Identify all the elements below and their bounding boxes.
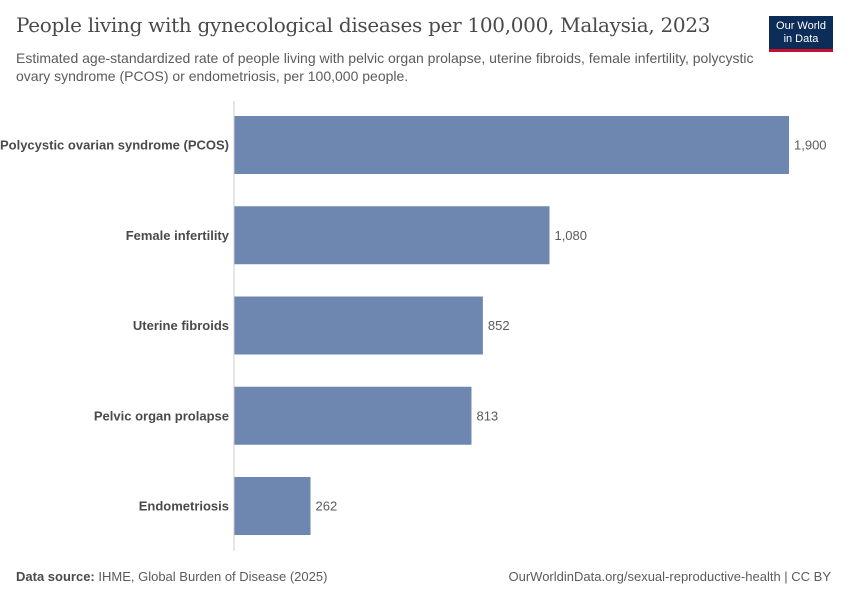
chart-title: People living with gynecological disease…	[16, 13, 711, 37]
value-label: 852	[488, 318, 510, 333]
logo-line-1: Our World	[776, 20, 826, 32]
value-label: 262	[316, 499, 338, 514]
data-source: Data source: IHME, Global Burden of Dise…	[16, 569, 327, 584]
bar	[234, 116, 789, 174]
data-source-label: Data source:	[16, 569, 95, 584]
value-label: 1,080	[554, 228, 587, 243]
category-label: Polycystic ovarian syndrome (PCOS)	[0, 138, 229, 153]
bar	[234, 206, 550, 265]
value-label: 1,900	[794, 138, 827, 153]
data-source-text[interactable]: IHME, Global Burden of Disease (2025)	[98, 569, 328, 584]
owid-logo[interactable]: Our World in Data	[769, 16, 833, 52]
bar	[234, 296, 483, 355]
category-label: Uterine fibroids	[133, 318, 229, 333]
category-label: Pelvic organ prolapse	[94, 408, 229, 423]
source-url[interactable]: OurWorldinData.org/sexual-reproductive-h…	[508, 569, 832, 584]
bar	[234, 386, 472, 445]
category-label: Endometriosis	[139, 499, 229, 514]
bar	[234, 477, 311, 535]
chart-subtitle: Estimated age-standardized rate of peopl…	[16, 50, 754, 84]
value-label: 813	[476, 408, 498, 423]
category-label: Female infertility	[126, 228, 230, 243]
logo-line-2: in Data	[783, 32, 819, 45]
